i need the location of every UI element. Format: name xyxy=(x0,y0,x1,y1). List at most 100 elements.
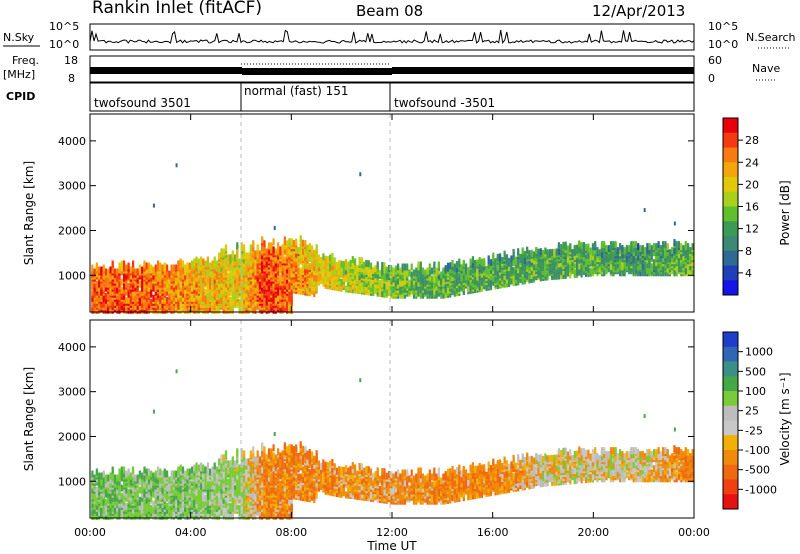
power-cell xyxy=(455,271,459,279)
power-cell xyxy=(236,242,239,250)
freq-bar xyxy=(300,68,301,75)
freq-bar xyxy=(186,67,187,74)
power-cell xyxy=(100,300,103,308)
power-cell xyxy=(392,279,395,287)
power-cell xyxy=(560,244,563,251)
power-cell xyxy=(682,245,685,253)
freq-bar xyxy=(452,67,453,74)
power-cell xyxy=(190,294,194,302)
freq-bar xyxy=(427,67,428,74)
freq-bar xyxy=(400,67,401,74)
power-cell xyxy=(107,304,110,312)
power-cell xyxy=(206,266,209,274)
power-cell xyxy=(419,265,422,273)
velocity-cell xyxy=(129,512,132,520)
power-cell xyxy=(129,266,132,274)
power-cell xyxy=(322,259,325,267)
velocity-cell xyxy=(118,506,121,514)
power-cell xyxy=(231,278,234,286)
power-cell xyxy=(356,264,359,272)
power-cell xyxy=(283,262,286,270)
power-cell xyxy=(496,253,499,261)
freq-bar xyxy=(280,68,281,75)
power-cell xyxy=(283,236,286,244)
power-cell xyxy=(632,261,635,269)
power-cell xyxy=(632,241,635,249)
freq-bar xyxy=(462,67,463,74)
freq-bar xyxy=(384,68,385,75)
power-cell xyxy=(465,263,468,271)
power-cell xyxy=(347,279,350,287)
power-cell xyxy=(261,266,264,274)
power-cell xyxy=(489,263,493,271)
power-cell xyxy=(677,259,681,267)
power-cell xyxy=(197,296,200,304)
power-cell xyxy=(576,244,579,252)
freq-bar xyxy=(325,68,326,75)
power-cell xyxy=(444,273,447,281)
power-cell xyxy=(215,260,218,268)
freq-bar xyxy=(272,68,273,75)
power-cell xyxy=(240,242,243,250)
velocity-cell xyxy=(138,486,141,494)
power-cell xyxy=(517,278,520,286)
power-cell xyxy=(206,300,209,308)
power-cell xyxy=(347,275,350,283)
freq-bar xyxy=(473,67,474,74)
power-cell xyxy=(331,252,334,260)
power-cell xyxy=(295,258,298,266)
power-cell xyxy=(671,247,674,255)
power-cell xyxy=(397,281,400,289)
power-cell xyxy=(594,241,597,249)
freq-bar xyxy=(353,68,354,75)
power-cell xyxy=(247,264,250,272)
power-cell xyxy=(286,304,289,312)
power-cell xyxy=(329,274,332,282)
power-cell xyxy=(419,285,422,293)
power-cell xyxy=(143,282,146,290)
freq-bar xyxy=(270,68,271,75)
power-cell xyxy=(258,272,262,280)
velocity-cell xyxy=(118,468,121,476)
power-cell xyxy=(218,262,221,270)
power-cell xyxy=(272,284,275,292)
power-cell xyxy=(231,292,234,300)
noise-panel: N.Sky 10^5 10^0 10^5 10^0 N.Search xyxy=(3,20,796,51)
freq-bar xyxy=(208,67,209,74)
power-cell xyxy=(209,304,212,312)
freq-bar xyxy=(688,67,689,74)
power-cell xyxy=(109,286,112,294)
freq-bar xyxy=(339,68,340,75)
power-cell xyxy=(603,259,606,267)
freq-bar xyxy=(522,67,523,74)
freq-bar xyxy=(170,67,171,74)
power-cell xyxy=(299,275,302,283)
freq-bar xyxy=(253,68,254,75)
freq-bar xyxy=(525,67,526,74)
power-cell xyxy=(594,253,597,261)
velocity-cell xyxy=(132,466,135,474)
power-cell xyxy=(258,278,262,286)
freq-bar xyxy=(262,68,263,75)
freq-bar xyxy=(354,68,355,75)
power-cell xyxy=(363,277,366,285)
freq-bar xyxy=(332,68,333,75)
freq-bar xyxy=(283,68,284,75)
power-cell xyxy=(356,272,359,280)
power-cell xyxy=(417,285,420,293)
power-cell xyxy=(209,300,212,308)
freq-bar xyxy=(391,68,392,75)
power-cell xyxy=(252,256,255,264)
power-cell xyxy=(265,264,268,272)
power-cell xyxy=(571,267,574,275)
power-cell xyxy=(609,257,613,265)
freq-bar xyxy=(236,67,237,74)
freq-bar xyxy=(117,67,118,74)
power-cell xyxy=(480,284,483,292)
freq-bar xyxy=(538,67,539,74)
velocity-cell xyxy=(93,490,96,498)
freq-bar xyxy=(382,68,383,75)
velocity-cell xyxy=(111,466,114,474)
power-cell xyxy=(200,294,203,302)
power-cell xyxy=(220,248,223,256)
